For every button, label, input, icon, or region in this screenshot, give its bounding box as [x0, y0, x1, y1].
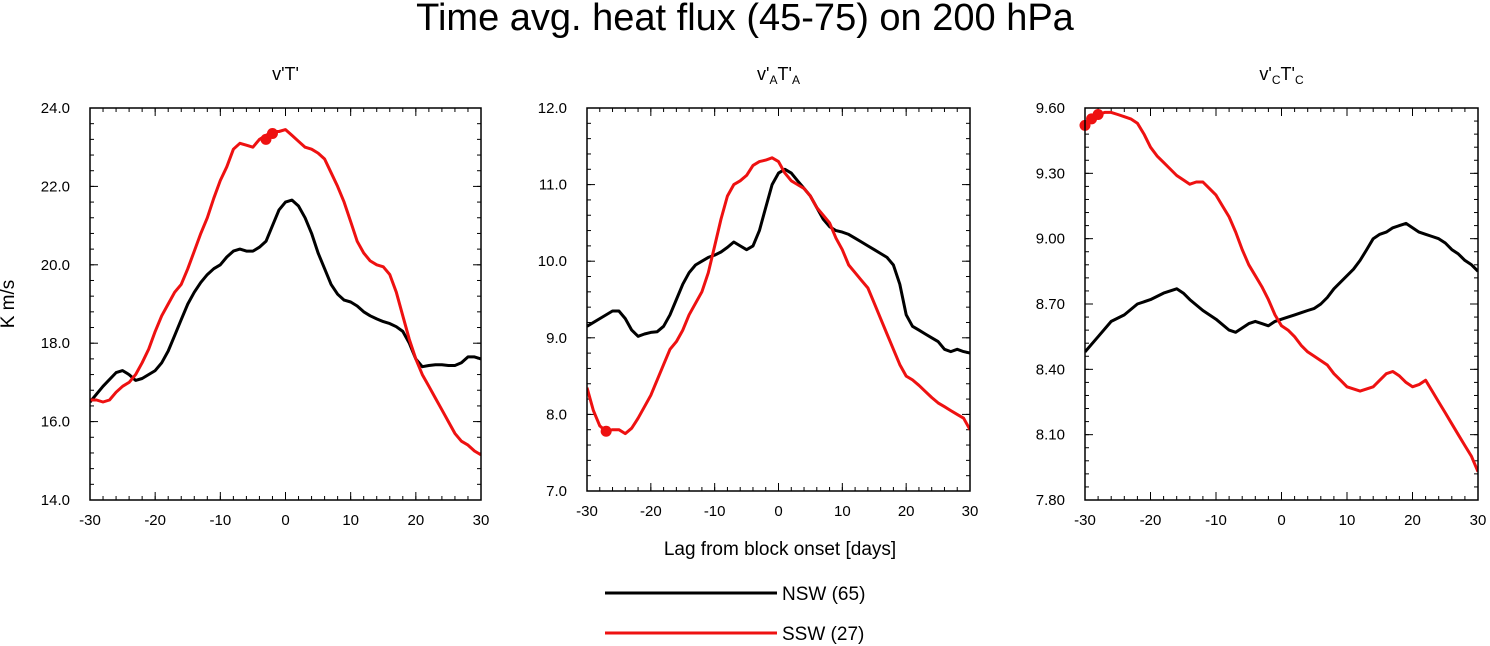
y-tick-label: 8.10 — [1036, 427, 1065, 444]
series-line-ssw — [587, 156, 970, 436]
marker-point-ssw — [1092, 109, 1104, 121]
x-tick-label: -10 — [1205, 512, 1227, 529]
minor-ticks — [1084, 107, 1479, 501]
minor-ticks — [89, 107, 482, 501]
series-line-ssw — [1085, 110, 1478, 473]
x-tick-label: -30 — [576, 503, 598, 520]
x-tick-label: 10 — [342, 512, 359, 529]
plot-area — [90, 128, 481, 457]
y-tick-label: 16.0 — [41, 414, 70, 431]
legend-label-nsw: NSW (65) — [782, 584, 865, 605]
panel-1: v'T' -30 -20 -10 0 10 20 30 14.0 16.0 18.0 20.0 22.0… — [0, 64, 489, 529]
x-tick-label: 10 — [1339, 512, 1356, 529]
x-tick-label: -30 — [79, 512, 101, 529]
y-tick-label: 10.0 — [538, 253, 567, 270]
x-tick-label: -10 — [704, 503, 726, 520]
y-tick-label: 11.0 — [539, 177, 567, 194]
y-tick-label: 7.0 — [546, 483, 567, 500]
legend-label-ssw: SSW (27) — [782, 624, 864, 645]
panel-frame — [1084, 107, 1479, 501]
x-tick-label: 0 — [281, 512, 289, 529]
series-line-nsw — [90, 198, 481, 403]
x-tick-label: 20 — [898, 503, 915, 520]
y-tick-label: 7.80 — [1036, 492, 1065, 509]
y-tick-label: 20.0 — [41, 257, 70, 274]
x-tick-label: 20 — [407, 512, 424, 529]
y-tick-label: 8.40 — [1036, 361, 1065, 378]
y-tick-label: 18.0 — [41, 335, 70, 352]
x-tick-label: -20 — [640, 503, 662, 520]
y-tick-label: 22.0 — [41, 178, 70, 195]
x-tick-label: 0 — [1277, 512, 1285, 529]
y-tick-label: 12.0 — [538, 100, 567, 117]
panel-title: v'AT'A — [757, 64, 800, 87]
y-tick-label: 9.00 — [1036, 231, 1065, 248]
y-tick-label: 8.70 — [1036, 296, 1065, 313]
panel-3: v'CT'C -30 -20 -10 0 10 20 30 7.80 8.10 8.40 8.70 9.… — [1036, 64, 1487, 529]
panel-title: v'CT'C — [1259, 64, 1304, 87]
x-axis-label: Lag from block onset [days] — [664, 539, 896, 560]
plot-area — [1085, 110, 1478, 473]
minor-ticks — [586, 107, 971, 492]
major-ticks — [89, 107, 482, 501]
x-tick-label: 30 — [962, 503, 979, 520]
major-ticks — [1084, 107, 1479, 501]
panels: v'T' -30 -20 -10 0 10 20 30 14.0 16.0 18.0 20.0 22.0… — [0, 64, 1486, 529]
plot-area — [587, 156, 970, 436]
panel-title: v'T' — [272, 64, 299, 84]
legend: NSW (65) SSW (27) — [605, 584, 865, 645]
x-tick-label: 20 — [1404, 512, 1421, 529]
major-ticks — [586, 107, 971, 492]
marker-point-ssw — [266, 127, 278, 139]
y-axis-label: K m/s — [0, 280, 19, 329]
panel-frame — [89, 107, 482, 501]
series-line-nsw — [587, 167, 970, 355]
panel-2: v'AT'A -30 -20 -10 0 10 20 30 7.0 8.0 9.0 10.0 11.0 1… — [538, 64, 979, 520]
x-tick-label: 30 — [473, 512, 490, 529]
figure-title: Time avg. heat flux (45-75) on 200 hPa — [416, 0, 1075, 39]
x-tick-label: -10 — [209, 512, 231, 529]
marker-point-ssw — [600, 425, 612, 437]
y-tick-label: 9.0 — [546, 330, 567, 347]
x-tick-label: -20 — [144, 512, 166, 529]
panel-frame — [586, 107, 971, 492]
y-tick-label: 14.0 — [41, 492, 70, 509]
x-tick-label: -30 — [1074, 512, 1096, 529]
y-tick-label: 9.30 — [1036, 165, 1065, 182]
series-line-ssw — [90, 128, 481, 457]
x-tick-label: -20 — [1140, 512, 1162, 529]
x-tick-label: 0 — [774, 503, 782, 520]
y-tick-label: 8.0 — [546, 406, 567, 423]
y-tick-label: 24.0 — [41, 100, 70, 117]
x-tick-label: 30 — [1470, 512, 1487, 529]
series-line-nsw — [1085, 221, 1478, 353]
y-tick-label: 9.60 — [1036, 100, 1065, 117]
x-tick-label: 10 — [834, 503, 851, 520]
